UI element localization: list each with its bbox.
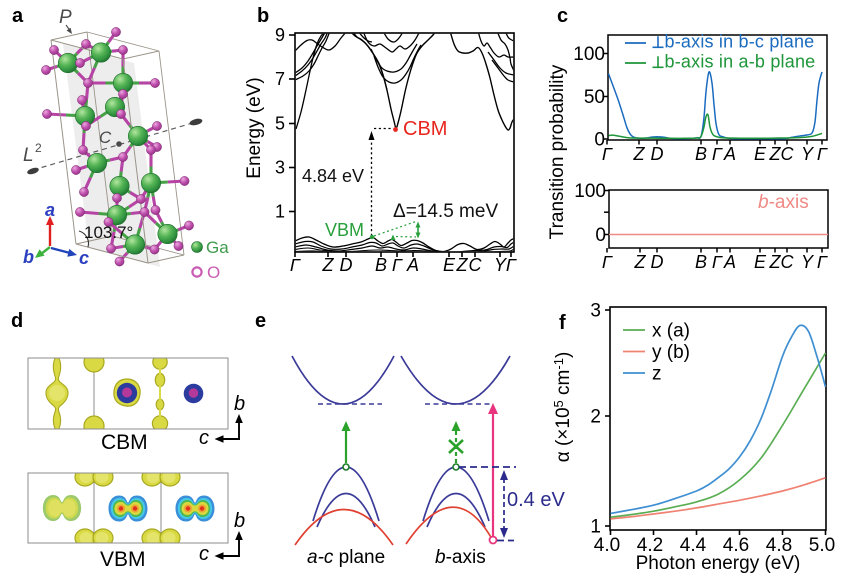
svg-text:B: B: [695, 252, 707, 272]
svg-text:b-axis in a-b plane: b-axis in a-b plane: [665, 52, 816, 72]
svg-text:Δ=14.5 meV: Δ=14.5 meV: [393, 201, 498, 222]
svg-text:5: 5: [275, 114, 285, 134]
svg-text:100: 100: [574, 181, 606, 202]
svg-text:Z: Z: [633, 144, 646, 164]
svg-text:Γ: Γ: [817, 252, 828, 272]
svg-text:Ga: Ga: [206, 238, 229, 257]
svg-text:Γ: Γ: [506, 255, 517, 275]
svg-text:0: 0: [594, 130, 605, 151]
svg-text:VBM: VBM: [100, 548, 146, 571]
svg-text:D: D: [651, 252, 664, 272]
svg-text:Z: Z: [634, 252, 647, 272]
svg-text:3: 3: [275, 158, 285, 178]
svg-text:a: a: [45, 200, 55, 220]
svg-text:E: E: [754, 144, 767, 164]
svg-text:D: D: [340, 255, 353, 275]
svg-text:f: f: [559, 312, 566, 334]
svg-text:b: b: [23, 247, 34, 267]
svg-text:Γ: Γ: [602, 252, 613, 272]
svg-text:Y: Y: [801, 252, 815, 272]
svg-text:b: b: [257, 5, 269, 27]
svg-text:9: 9: [275, 25, 285, 45]
svg-text:c: c: [79, 248, 89, 268]
svg-text:Γ: Γ: [602, 144, 613, 164]
svg-text:Z: Z: [456, 255, 469, 275]
svg-text:c: c: [199, 543, 209, 565]
svg-text:C: C: [781, 144, 795, 164]
svg-text:E: E: [443, 255, 456, 275]
svg-text:P: P: [59, 7, 72, 28]
svg-text:C: C: [781, 252, 795, 272]
svg-text:1: 1: [275, 202, 285, 222]
svg-text:CBM: CBM: [403, 118, 447, 140]
svg-text:Y: Y: [494, 255, 508, 275]
svg-text:e: e: [255, 310, 266, 332]
svg-text:b-axis: b-axis: [435, 547, 486, 568]
svg-text:b: b: [234, 393, 245, 415]
svg-text:c: c: [557, 5, 568, 27]
svg-text:VBM: VBM: [325, 220, 364, 240]
svg-text:7: 7: [275, 69, 285, 89]
svg-text:Γ: Γ: [817, 144, 828, 164]
svg-text:4.6: 4.6: [723, 535, 749, 556]
svg-text:c: c: [199, 427, 209, 449]
svg-text:Z: Z: [769, 252, 782, 272]
svg-text:b-axis in b-c plane: b-axis in b-c plane: [665, 32, 815, 52]
svg-text:Γ: Γ: [712, 144, 723, 164]
svg-text:CBM: CBM: [101, 431, 148, 454]
svg-text:a-c plane: a-c plane: [307, 547, 385, 568]
svg-text:3: 3: [590, 301, 601, 322]
svg-text:A: A: [406, 255, 419, 275]
svg-text:D: D: [651, 144, 664, 164]
svg-text:x (a): x (a): [652, 321, 690, 342]
svg-text:0: 0: [595, 225, 606, 246]
svg-text:1: 1: [590, 517, 601, 538]
svg-text:Z: Z: [769, 144, 782, 164]
svg-text:z: z: [652, 364, 662, 385]
svg-text:4.0: 4.0: [594, 535, 620, 556]
svg-text:B: B: [695, 144, 707, 164]
svg-text:50: 50: [584, 87, 605, 108]
svg-text:L: L: [23, 145, 34, 166]
svg-text:4.8: 4.8: [766, 535, 792, 556]
svg-text:A: A: [723, 252, 736, 272]
svg-text:103.7°: 103.7°: [84, 223, 133, 242]
svg-text:Γ: Γ: [290, 255, 301, 275]
svg-text:2: 2: [590, 407, 601, 428]
svg-text:Transition probability: Transition probability: [547, 64, 568, 239]
svg-text:a: a: [12, 5, 24, 27]
svg-text:d: d: [11, 310, 23, 332]
svg-text:4.84 eV: 4.84 eV: [302, 166, 364, 186]
svg-text:4.4: 4.4: [680, 535, 707, 556]
svg-text:2: 2: [35, 141, 42, 155]
svg-text:Y: Y: [801, 144, 815, 164]
svg-text:Z: Z: [322, 255, 335, 275]
svg-text:α (×105 cm-1): α (×105 cm-1): [551, 352, 574, 463]
svg-text:b-axis: b-axis: [758, 192, 809, 213]
svg-text:4.2: 4.2: [637, 535, 663, 556]
svg-text:100: 100: [573, 44, 605, 65]
svg-text:C: C: [469, 255, 483, 275]
svg-text:B: B: [375, 255, 387, 275]
svg-text:C: C: [99, 128, 112, 147]
svg-text:Γ: Γ: [712, 252, 723, 272]
svg-text:E: E: [754, 252, 767, 272]
svg-text:Photon energy (eV): Photon energy (eV): [636, 553, 801, 574]
svg-text:5.0: 5.0: [809, 535, 835, 556]
svg-text:0.4 eV: 0.4 eV: [507, 489, 565, 511]
svg-text:A: A: [723, 144, 736, 164]
svg-text:Energy (eV): Energy (eV): [244, 77, 265, 178]
svg-text:b: b: [234, 510, 245, 532]
svg-text:O: O: [207, 263, 220, 282]
svg-text:Γ: Γ: [392, 255, 403, 275]
svg-text:y (b): y (b): [652, 342, 690, 363]
